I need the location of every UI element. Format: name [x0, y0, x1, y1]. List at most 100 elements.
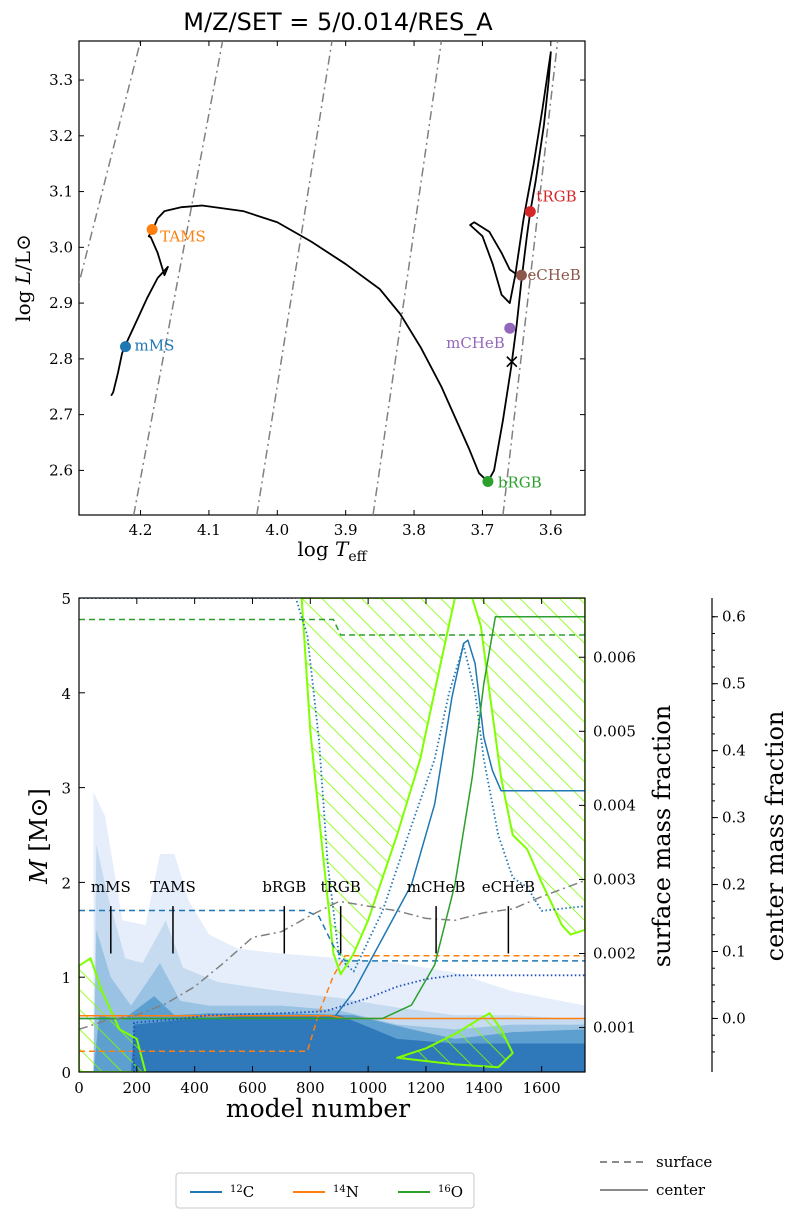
- kippenhahn-plot: 0 200 400 600 800 1000 1200 1400 1600 0 1 2 3 4 5 0.001…: [25, 590, 789, 1123]
- point-mCHeB: [504, 322, 516, 334]
- kip-xtick-label: 200: [123, 1079, 152, 1097]
- legend-o-label: 16O: [438, 1183, 463, 1201]
- hatched-He-core-convection: [396, 1012, 514, 1069]
- legend: 12C 14N 16O: [175, 1172, 475, 1209]
- iso-radius-line-5: [502, 41, 559, 515]
- center-ytick-label: 0.3: [722, 809, 746, 827]
- point-mMS: [119, 341, 131, 353]
- hrd-ytick-label: 3.0: [49, 238, 73, 256]
- abundance-lines: [79, 598, 585, 1072]
- iso-radius-line-1: [79, 41, 142, 287]
- kip-ticks: 0 200 400 600 800 1000 1200 1400 1600 0 1 2 3 4 5 0.001…: [61, 590, 745, 1097]
- iso-radius-line-3: [256, 41, 333, 515]
- event-markers: mMS TAMS bRGB tRGB mCHeB eCHeB: [91, 878, 535, 954]
- series-mass-profile: [79, 879, 585, 1031]
- series-16O-center: [79, 616, 585, 1020]
- evolution-track-line: [110, 51, 552, 483]
- point-tRGB: [524, 206, 536, 218]
- kip-axes-frame: [78, 597, 586, 1073]
- series-14N-surface: [79, 954, 585, 1053]
- event-label-eCHeB: eCHeB: [482, 878, 535, 896]
- center-ytick-label: 0.4: [722, 742, 746, 760]
- kip-ylabel: M [M⊙]: [25, 788, 53, 885]
- hrd-ytick-label: 3.1: [49, 183, 73, 201]
- kip-xtick-label: 0: [74, 1079, 84, 1097]
- event-label-tRGB: tRGB: [321, 878, 361, 896]
- point-label-eCHeB: eCHeB: [527, 266, 580, 284]
- kip-xlabel: model number: [226, 1094, 410, 1123]
- legend-box: [175, 1172, 475, 1209]
- center-ytick-label: 0.0: [722, 1009, 746, 1027]
- series-16O-surface: [79, 618, 585, 636]
- kip-ytick-label: 2: [61, 874, 71, 892]
- hrd-xtick-label: 4.0: [265, 521, 289, 539]
- legend-c-label: 12C: [230, 1183, 254, 1201]
- series-He-core-mass: [133, 974, 585, 1072]
- iso-radius-lines: [79, 41, 559, 515]
- kip-ytick-label: 3: [61, 780, 71, 798]
- surface-ytick-label: 0.003: [593, 870, 636, 888]
- series-12C-center: [79, 639, 585, 1020]
- hrd-ticks: 4.2 4.1 4.0 3.9 3.8 3.7 3.6 2.6 2.7 2.8 2.9 3.0 3.1 3…: [49, 41, 585, 539]
- hrd-axes-frame: [78, 40, 586, 516]
- point-label-TAMS: TAMS: [160, 227, 206, 245]
- hrd-points: mMS TAMS bRGB tRGB mCHeB eCHeB: [119, 188, 581, 492]
- surface-ytick-label: 0.001: [593, 1019, 636, 1037]
- point-bRGB: [482, 476, 494, 488]
- event-label-mMS: mMS: [91, 878, 131, 896]
- kip-xtick-label: 1400: [465, 1079, 503, 1097]
- hrd-ytick-label: 2.7: [49, 406, 73, 424]
- center-mass-fraction-label: center mass fraction: [761, 711, 789, 962]
- center-ytick-label: 0.1: [722, 942, 746, 960]
- kip-ytick-label: 5: [61, 590, 71, 608]
- point-TAMS: [146, 223, 158, 235]
- center-ytick-label: 0.5: [722, 675, 746, 693]
- point-label-mCHeB: mCHeB: [446, 334, 505, 352]
- iso-radius-line-4: [372, 41, 443, 515]
- center-ytick-label: 0.6: [722, 608, 746, 626]
- point-eCHeB: [515, 269, 527, 281]
- surface-style-label: surface: [656, 1153, 712, 1171]
- linestyle-legend: surface center: [600, 1153, 712, 1199]
- surface-ytick-label: 0.004: [593, 796, 636, 814]
- hrd-xtick-label: 4.2: [129, 521, 153, 539]
- kip-ytick-label: 4: [61, 685, 71, 703]
- point-label-bRGB: bRGB: [498, 474, 542, 492]
- kip-xtick-label: 1600: [523, 1079, 561, 1097]
- kip-ytick-label: 0: [61, 1064, 71, 1082]
- kip-xtick-label: 800: [296, 1079, 325, 1097]
- kip-xtick-label: 600: [238, 1079, 267, 1097]
- hrd-plot: 4.2 4.1 4.0 3.9 3.8 3.7 3.6 2.6 2.7 2.8 2.9 3.0 3.1 3…: [11, 40, 586, 565]
- kip-xtick-label: 1000: [349, 1079, 387, 1097]
- hrd-ytick-label: 2.9: [49, 294, 73, 312]
- hrd-ytick-label: 2.8: [49, 350, 73, 368]
- center-ytick-label: 0.2: [722, 876, 746, 894]
- iso-radius-line-2: [132, 41, 224, 515]
- hrd-xtick-label: 3.6: [539, 521, 563, 539]
- hrd-ytick-label: 3.2: [49, 127, 73, 145]
- event-label-TAMS: TAMS: [150, 878, 196, 896]
- point-label-tRGB: tRGB: [536, 188, 576, 206]
- series-surface-H-boundary: [79, 598, 585, 973]
- surface-mass-fraction-label: surface mass fraction: [648, 705, 676, 967]
- hrd-xlabel: log Teff: [297, 537, 367, 565]
- hrd-xtick-label: 3.9: [334, 521, 358, 539]
- hrd-xtick-label: 3.8: [402, 521, 426, 539]
- kip-ytick-label: 1: [61, 969, 71, 987]
- convective-zones: [79, 598, 585, 1072]
- kip-xtick-label: 1200: [407, 1079, 445, 1097]
- hrd-xtick-label: 3.7: [471, 521, 495, 539]
- point-label-mMS: mMS: [134, 337, 174, 355]
- series-12C-surface: [79, 909, 585, 962]
- hrd-ylabel: log L/L⊙: [11, 234, 35, 322]
- kip-xtick-label: 400: [180, 1079, 209, 1097]
- hatched-surface-convective-zone: [300, 598, 585, 976]
- legend-n-label: 14N: [333, 1183, 359, 1201]
- surface-ytick-label: 0.005: [593, 722, 636, 740]
- center-style-label: center: [656, 1181, 706, 1199]
- current-model-marker: [506, 356, 518, 368]
- hrd-ytick-label: 3.3: [49, 71, 73, 89]
- event-label-mCHeB: mCHeB: [407, 878, 466, 896]
- event-label-bRGB: bRGB: [262, 878, 306, 896]
- surface-ytick-label: 0.002: [593, 945, 636, 963]
